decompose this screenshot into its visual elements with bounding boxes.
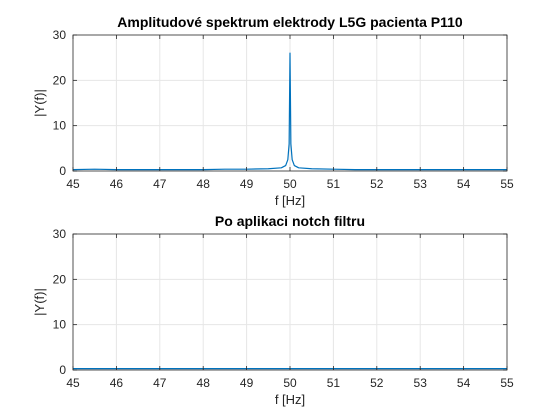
- chart-title: Amplitudové spektrum elektrody L5G pacie…: [117, 14, 463, 30]
- x-tick-label: 53: [414, 177, 428, 191]
- x-tick-label: 46: [110, 376, 124, 390]
- x-tick-label: 51: [327, 376, 341, 390]
- x-tick-label: 55: [500, 177, 514, 191]
- x-tick-label: 54: [457, 376, 471, 390]
- axes-spectrum: 45 46 47 48 49 50 51 52 53 54 55 0 10 20 30 Amplitudové…: [32, 14, 514, 208]
- y-tick-label: 0: [59, 164, 66, 178]
- x-tick-label: 48: [197, 177, 211, 191]
- x-tick-label: 50: [283, 177, 297, 191]
- x-tick-label: 55: [500, 376, 514, 390]
- x-tick-label: 49: [240, 177, 254, 191]
- y-axis-label: |Y(f)|: [32, 288, 47, 316]
- y-tick-label: 20: [53, 272, 67, 286]
- x-axis-label: f [Hz]: [275, 392, 305, 407]
- y-tick-label: 10: [53, 318, 67, 332]
- x-tick-label: 47: [153, 177, 167, 191]
- x-tick-label: 45: [66, 376, 80, 390]
- x-tick-label: 50: [283, 376, 297, 390]
- y-tick-label: 0: [59, 363, 66, 377]
- x-tick-label: 54: [457, 177, 471, 191]
- axes-filtered: 45 46 47 48 49 50 51 52 53 54 55 0 10 20 30 Po aplikaci…: [32, 213, 514, 407]
- y-tick-label: 10: [53, 119, 67, 133]
- x-tick-label: 45: [66, 177, 80, 191]
- x-tick-label: 52: [370, 177, 384, 191]
- chart-title: Po aplikaci notch filtru: [215, 213, 365, 229]
- y-tick-label: 20: [53, 73, 67, 87]
- x-tick-label: 48: [197, 376, 211, 390]
- x-tick-label: 47: [153, 376, 167, 390]
- x-tick-label: 53: [414, 376, 428, 390]
- x-tick-label: 52: [370, 376, 384, 390]
- y-tick-label: 30: [53, 28, 67, 42]
- y-axis-label: |Y(f)|: [32, 89, 47, 117]
- x-tick-label: 51: [327, 177, 341, 191]
- x-tick-label: 49: [240, 376, 254, 390]
- y-tick-label: 30: [53, 227, 67, 241]
- spectrum-line: [72, 52, 507, 171]
- x-tick-label: 46: [110, 177, 124, 191]
- x-axis-label: f [Hz]: [275, 193, 305, 208]
